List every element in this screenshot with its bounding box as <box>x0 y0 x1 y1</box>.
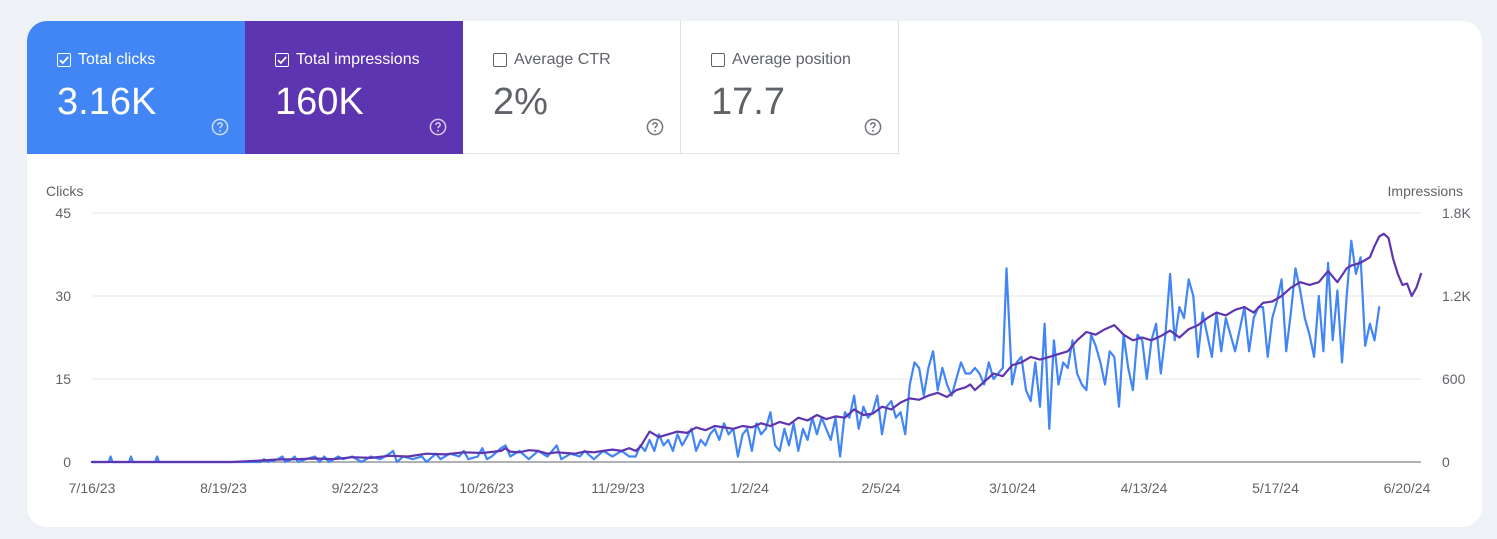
x-tick-label: 3/10/24 <box>989 480 1036 496</box>
x-tick-label: 6/20/24 <box>1384 480 1431 496</box>
help-circle-icon[interactable] <box>646 118 664 136</box>
series-line-impressions <box>90 232 1423 464</box>
x-tick-label: 2/5/24 <box>862 480 901 496</box>
metric-total-impressions[interactable]: Total impressions 160K <box>245 21 463 154</box>
performance-card: Total clicks 3.16K Total impressions 160… <box>27 21 1482 527</box>
series-lines <box>90 232 1423 464</box>
checkbox-checked-icon[interactable] <box>57 53 71 67</box>
right-axis-title: Impressions <box>1388 183 1463 199</box>
right-tick-label: 1.8K <box>1442 205 1471 221</box>
metric-average-ctr[interactable]: Average CTR 2% <box>463 21 681 154</box>
metric-value: 17.7 <box>711 81 785 123</box>
metric-value: 3.16K <box>57 81 157 123</box>
help-circle-icon[interactable] <box>211 118 229 136</box>
checkbox-checked-icon[interactable] <box>275 53 289 67</box>
left-tick-label: 45 <box>55 205 71 221</box>
left-axis-title: Clicks <box>46 183 83 199</box>
help-circle-icon[interactable] <box>864 118 882 136</box>
left-tick-label: 30 <box>55 288 71 304</box>
x-tick-label: 9/22/23 <box>332 480 379 496</box>
metric-label: Total impressions <box>296 51 420 68</box>
x-tick-labels: 7/16/23 8/19/23 9/22/23 10/26/23 11/29/23 1/2… <box>69 480 1431 496</box>
metric-average-position[interactable]: Average position 17.7 <box>681 21 899 154</box>
metric-total-clicks[interactable]: Total clicks 3.16K <box>27 21 245 154</box>
metric-value: 2% <box>493 81 548 123</box>
metric-value: 160K <box>275 81 364 123</box>
x-tick-label: 11/29/23 <box>591 480 645 496</box>
left-tick-label: 0 <box>63 454 71 470</box>
metric-tiles: Total clicks 3.16K Total impressions 160… <box>27 21 899 154</box>
y-tick-labels: 0 0 15 600 30 1.2K 45 1.8K <box>55 205 1471 470</box>
right-tick-label: 600 <box>1442 371 1466 387</box>
metric-label: Average CTR <box>514 51 611 68</box>
help-circle-icon[interactable] <box>429 118 447 136</box>
performance-chart: Clicks Impressions 0 0 15 600 30 1.2K 45 1.8K 7… <box>46 183 1471 496</box>
x-tick-label: 8/19/23 <box>200 480 247 496</box>
left-tick-label: 15 <box>55 371 71 387</box>
gridlines <box>92 212 1421 463</box>
metric-label: Total clicks <box>78 51 156 68</box>
series-line-clicks <box>90 239 1381 464</box>
right-tick-label: 1.2K <box>1442 288 1471 304</box>
metric-label: Average position <box>732 51 851 68</box>
right-tick-label: 0 <box>1442 454 1450 470</box>
x-tick-label: 4/13/24 <box>1121 480 1168 496</box>
x-tick-label: 5/17/24 <box>1252 480 1299 496</box>
x-tick-label: 7/16/23 <box>69 480 116 496</box>
x-tick-label: 1/2/24 <box>730 480 769 496</box>
checkbox-unchecked-icon[interactable] <box>711 53 725 67</box>
checkbox-unchecked-icon[interactable] <box>493 53 507 67</box>
x-tick-label: 10/26/23 <box>459 480 514 496</box>
